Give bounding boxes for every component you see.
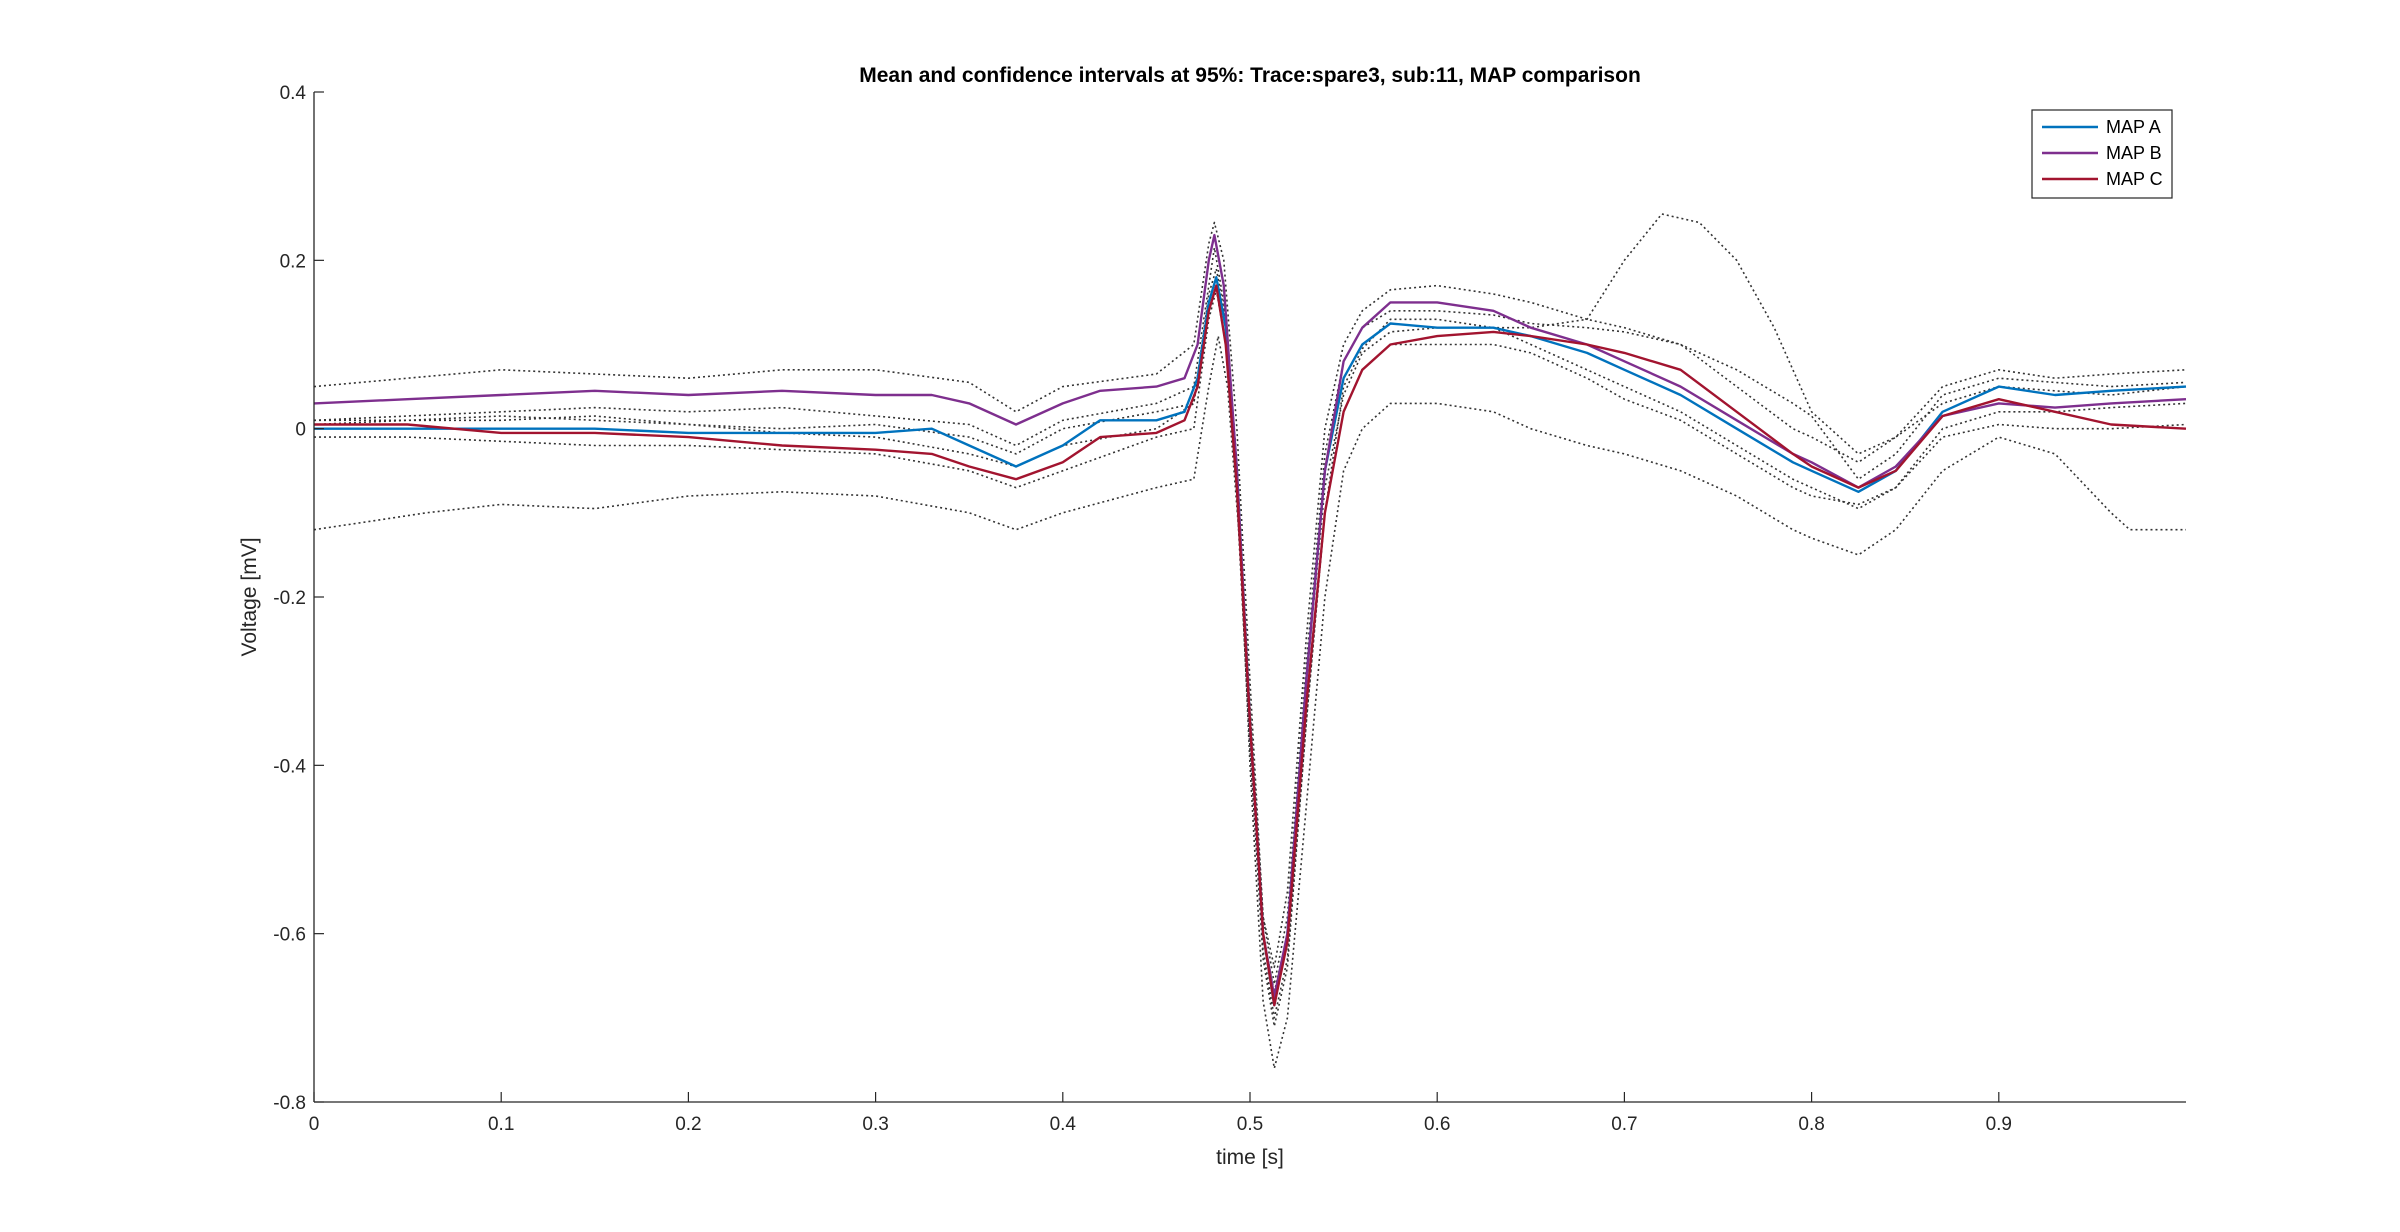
axes-layer: 0 0.1 0.2 0.3 0.4 0.5 0.6 0.7 0.8 0.9 0.4 0.2 0 -0.2 -… [273, 83, 2186, 1135]
legend: MAP A MAP B MAP C [2031, 109, 2173, 199]
ci-bound-line-8 [313, 335, 2186, 1070]
x-tick-label: 0.7 [1611, 1114, 1637, 1135]
x-tick-label: 0.4 [1050, 1114, 1077, 1135]
legend-label-map-a: MAP A [2106, 117, 2161, 137]
ci-bound-line-3 [313, 221, 2187, 969]
x-tick-label: 0.8 [1798, 1114, 1824, 1135]
x-tick-label: 0.5 [1237, 1114, 1263, 1135]
plot-area [314, 92, 2186, 1102]
x-tick-label: 0.2 [675, 1114, 701, 1135]
series-line-map-b [313, 233, 2187, 998]
y-axis-label: Voltage [mV] [238, 537, 261, 656]
x-tick-label: 0.6 [1424, 1114, 1450, 1135]
y-tick-label: -0.4 [273, 756, 306, 777]
legend-label-map-c: MAP C [2106, 169, 2163, 189]
x-tick-label: 0.9 [1986, 1114, 2012, 1135]
x-tick-label: 0 [309, 1114, 320, 1135]
y-tick-label: -0.2 [273, 588, 306, 609]
y-tick-label: -0.6 [273, 925, 306, 946]
y-tick-label: -0.8 [273, 1093, 306, 1114]
y-tick-label: 0.4 [280, 83, 307, 104]
chart-title: Mean and confidence intervals at 95%: Tr… [859, 64, 1641, 87]
legend-label-map-b: MAP B [2106, 143, 2162, 163]
x-tick-label: 0.3 [862, 1114, 888, 1135]
ci-bound-line-5 [314, 268, 2187, 985]
x-axis-label: time [s] [1216, 1146, 1284, 1169]
series-line-map-c [314, 284, 2187, 1007]
y-tick-label: 0 [295, 420, 306, 441]
y-tick-label: 0.2 [280, 251, 306, 272]
series-layer [313, 213, 2187, 1070]
ci-bound-line-6 [314, 289, 2187, 1019]
x-tick-label: 0.1 [488, 1114, 514, 1135]
ci-bound-line-4 [313, 246, 2187, 1028]
